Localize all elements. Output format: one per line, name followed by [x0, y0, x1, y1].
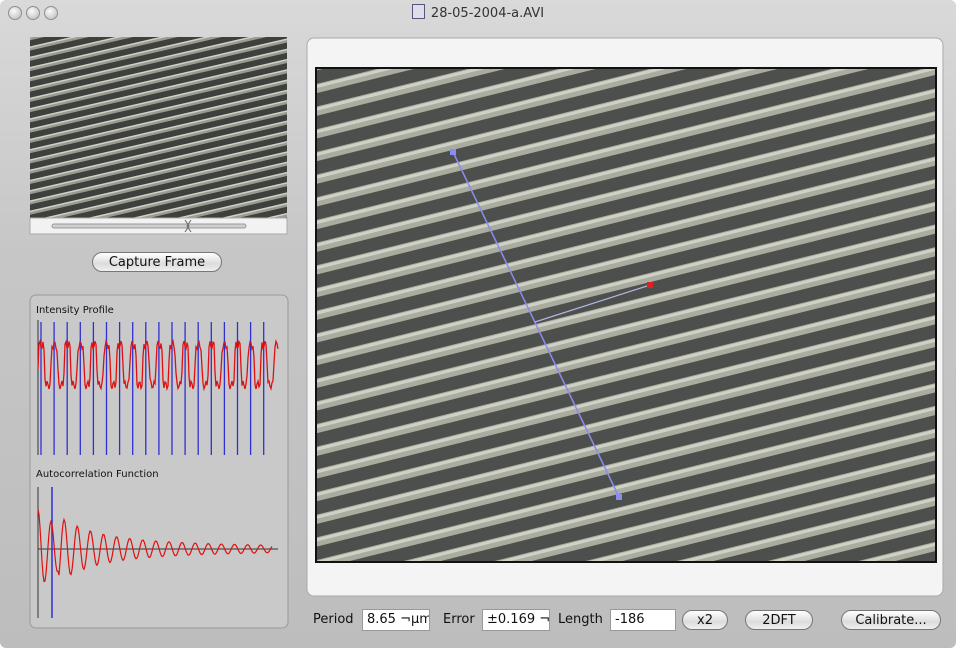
error-label: Error [443, 609, 475, 631]
handle-end[interactable] [616, 494, 622, 500]
period-field[interactable]: 8.65 ¬µm [362, 609, 430, 631]
length-field[interactable]: -186 [610, 609, 676, 631]
graphics [0, 0, 956, 648]
slider-track [52, 224, 246, 228]
calibrate-button[interactable]: Calibrate... [841, 610, 941, 630]
x2-button[interactable]: x2 [682, 610, 728, 630]
handle-start[interactable] [450, 149, 456, 155]
error-field[interactable]: ±0.169 ¬ [482, 609, 550, 631]
2dft-button[interactable]: 2DFT [745, 610, 813, 630]
handle-center[interactable] [647, 282, 653, 288]
period-label: Period [313, 609, 354, 631]
length-label: Length [558, 609, 603, 631]
app-window: 28-05-2004-a.AVI [0, 0, 956, 648]
autocorrelation-label: Autocorrelation Function [36, 469, 159, 480]
capture-frame-button[interactable]: Capture Frame [92, 252, 222, 272]
video-frame [316, 68, 936, 562]
video-thumbnail [30, 37, 287, 218]
intensity-label: Intensity Profile [36, 305, 114, 316]
